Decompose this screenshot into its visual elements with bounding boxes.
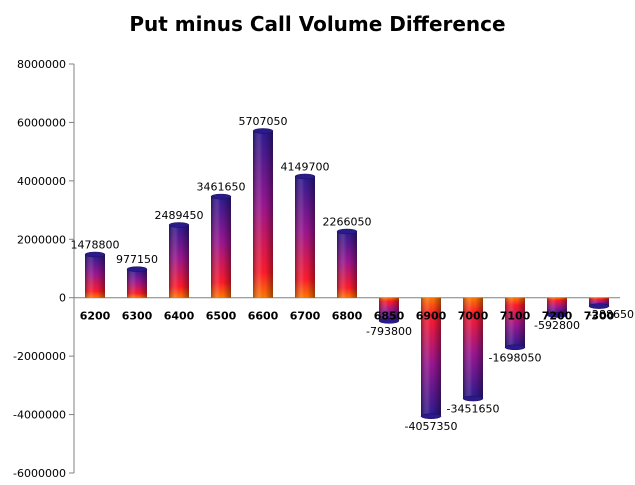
- data-label: -3451650: [447, 403, 500, 416]
- data-label: 977150: [116, 253, 158, 266]
- x-tick-label: 6600: [248, 310, 279, 323]
- bar-cap: [294, 173, 316, 180]
- data-label: -4057350: [405, 420, 458, 433]
- x-tick-label: 6850: [374, 310, 405, 323]
- bar-cap: [336, 228, 358, 235]
- bar-cap: [378, 318, 400, 324]
- x-tick-label: 7300: [584, 310, 615, 323]
- bar-group: [210, 193, 232, 298]
- data-label: -288650: [588, 308, 634, 321]
- data-label: 2266050: [323, 216, 372, 229]
- x-tick-label: 6900: [416, 310, 447, 323]
- bar-group: [294, 173, 316, 298]
- x-tick-label: 6800: [332, 310, 363, 323]
- bar-shading: [211, 196, 231, 298]
- data-label: -1698050: [489, 351, 542, 364]
- x-tick-label: 6700: [290, 310, 321, 323]
- bar-shading: [589, 297, 609, 307]
- y-tick-label: 6000000: [17, 116, 66, 129]
- x-tick-label: 7200: [542, 310, 573, 323]
- x-tick-label: 7000: [458, 310, 489, 323]
- bar-shading: [337, 231, 357, 298]
- x-tick-label: 6200: [80, 310, 111, 323]
- y-tick-label: -4000000: [13, 409, 66, 422]
- bar-cap: [588, 303, 610, 309]
- bar-shading: [85, 254, 105, 298]
- bar-cap: [420, 413, 442, 419]
- bar-cap: [504, 344, 526, 351]
- data-label: 3461650: [197, 181, 246, 194]
- y-tick-label: 2000000: [17, 233, 66, 246]
- bar-group: [588, 297, 610, 309]
- bar-shading: [169, 224, 189, 298]
- bar-group: [378, 297, 400, 324]
- bar-group: [168, 222, 190, 298]
- bar-cap: [546, 312, 568, 318]
- x-tick-label: 7100: [500, 310, 531, 323]
- data-label: 2489450: [155, 209, 204, 222]
- bar-cap: [462, 395, 484, 402]
- bar-cap: [84, 251, 106, 258]
- data-label: 5707050: [239, 115, 288, 128]
- y-tick-label: 4000000: [17, 175, 66, 188]
- bar-shading: [463, 297, 483, 399]
- bar-cap: [252, 128, 274, 134]
- bar-group: [462, 297, 484, 402]
- bar-shading: [127, 269, 147, 298]
- y-tick-label: -2000000: [13, 350, 66, 363]
- bar-shading: [505, 297, 525, 348]
- bar-cap: [126, 266, 148, 272]
- labels: 6200 1478800 6300 977150 6400 2489450 6500 3461…: [71, 115, 634, 433]
- bar-shading: [547, 297, 567, 316]
- x-tick-label: 6400: [164, 310, 195, 323]
- data-label: 4149700: [281, 160, 330, 173]
- x-tick-label: 6300: [122, 310, 153, 323]
- y-tick-label: -6000000: [13, 467, 66, 480]
- data-label: -592800: [534, 319, 580, 332]
- bar-shading: [421, 297, 441, 417]
- bar-group: [126, 266, 148, 298]
- bar-group: [336, 228, 358, 298]
- y-tick-label: 8000000: [17, 58, 66, 71]
- bars: [84, 128, 610, 419]
- bar-shading: [295, 176, 315, 298]
- bar-shading: [379, 297, 399, 321]
- data-label: -793800: [366, 325, 412, 338]
- bar-group: [546, 297, 568, 318]
- bar-cap: [210, 193, 232, 200]
- chart-title: Put minus Call Volume Difference: [129, 12, 506, 36]
- x-tick-label: 6500: [206, 310, 237, 323]
- bar-group: [252, 128, 274, 298]
- bar-group: [420, 297, 442, 419]
- data-label: 1478800: [71, 239, 120, 252]
- bar-group: [504, 297, 526, 351]
- y-tick-label: 0: [59, 292, 66, 305]
- bar-cap: [168, 222, 190, 228]
- bar-group: [84, 251, 106, 298]
- bar-shading: [253, 130, 273, 298]
